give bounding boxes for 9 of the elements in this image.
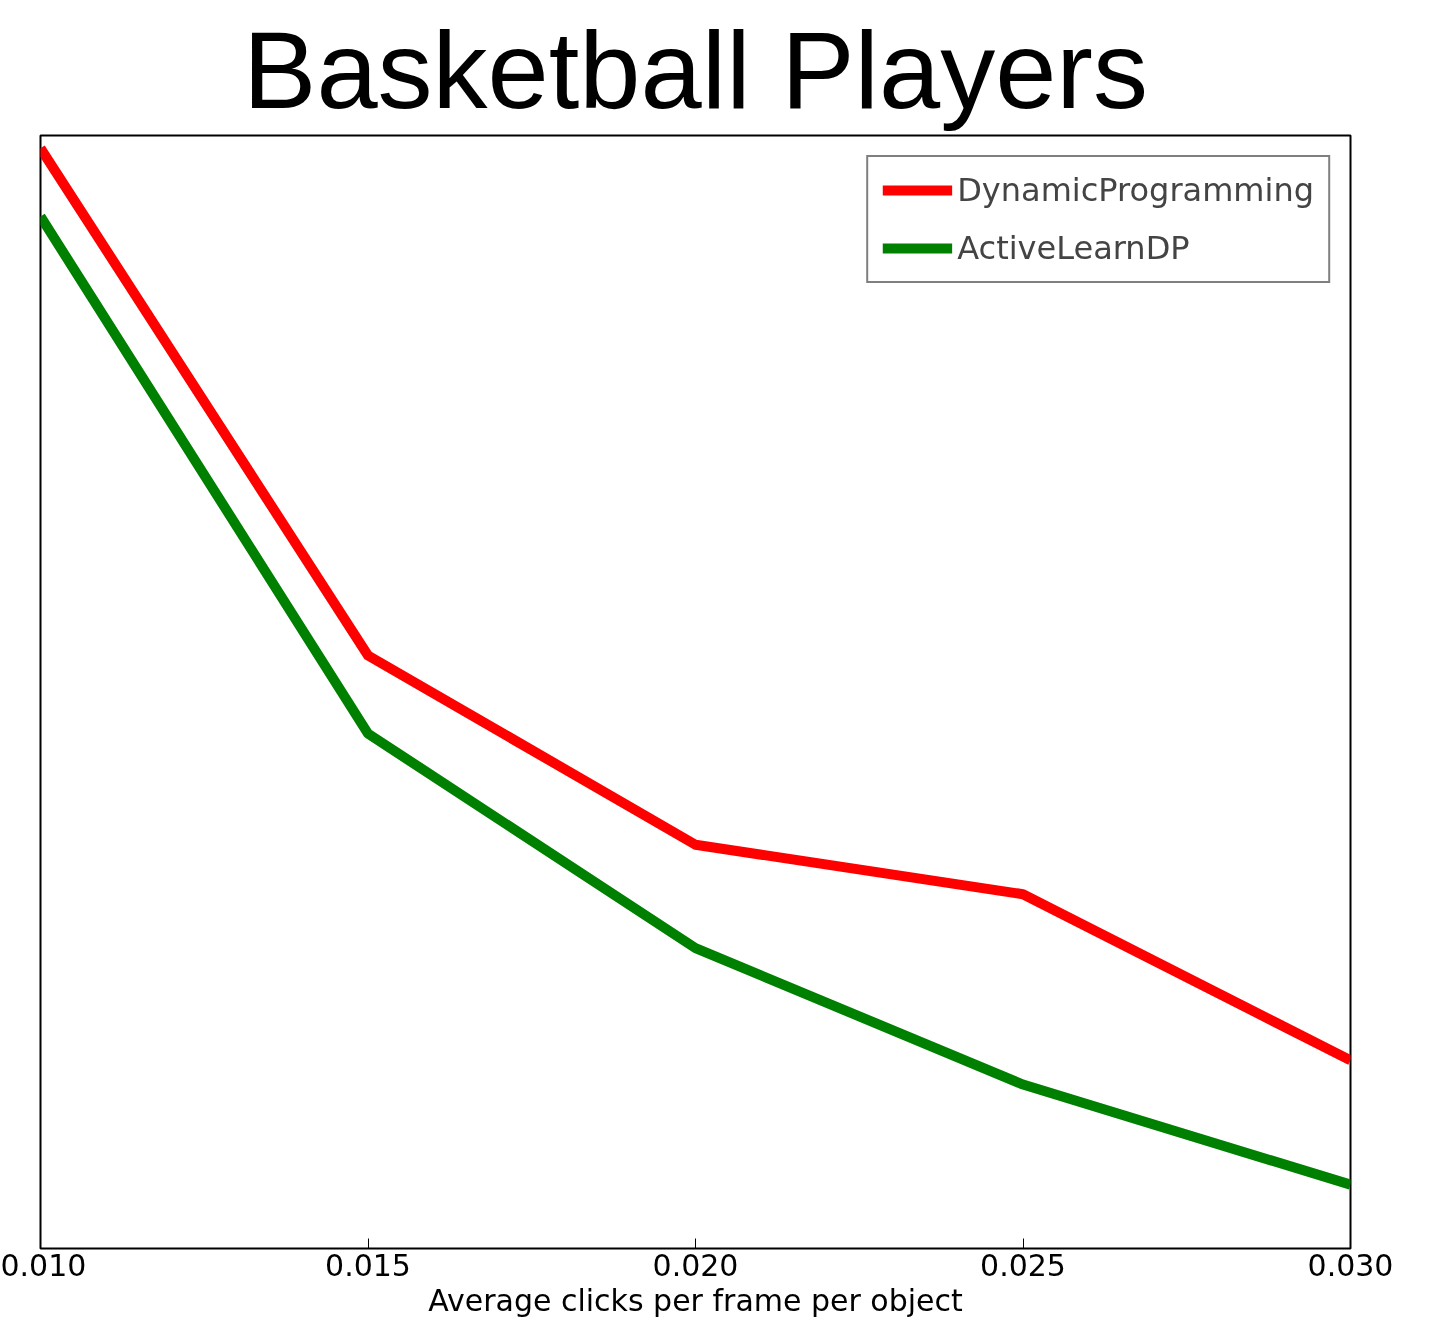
x-axis-title: Average clicks per frame per object <box>428 1282 964 1318</box>
chart-title: Basketball Players <box>243 7 1148 131</box>
x-tick-label: 0.030 <box>1307 1247 1394 1283</box>
x-tick-label: 0.010 <box>0 1247 87 1283</box>
legend-label: ActiveLearnDP <box>957 229 1190 267</box>
legend-label: DynamicProgramming <box>957 171 1314 209</box>
x-tick-label: 0.015 <box>325 1247 411 1283</box>
x-tick-label: 0.025 <box>980 1247 1066 1283</box>
x-tick-label: 0.020 <box>652 1247 739 1283</box>
